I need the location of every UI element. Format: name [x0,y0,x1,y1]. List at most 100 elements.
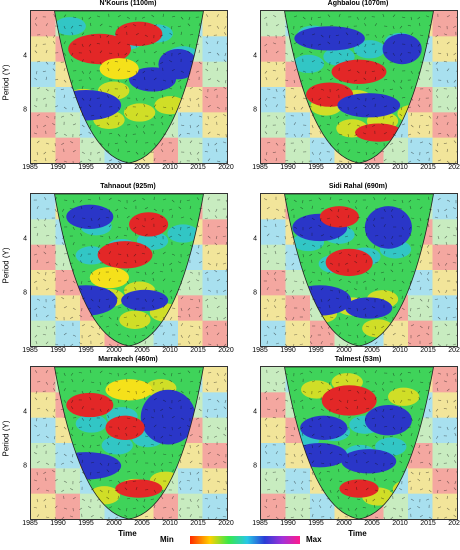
phase-arrow [161,516,164,519]
phase-arrow [160,435,164,439]
phase-arrow [383,197,387,201]
x-tick-label: 1995 [78,520,94,527]
phase-arrow [400,106,403,111]
phase-arrow [428,315,433,318]
phase-arrow [87,307,92,310]
phase-arrow [63,67,66,72]
phase-arrow [428,142,432,146]
phase-arrow [125,480,128,485]
phase-arrow [284,372,288,375]
phase-arrow [345,32,349,36]
phase-arrow [392,199,397,201]
phase-arrow [327,325,331,329]
phase-arrow [443,60,448,63]
phase-arrow [362,132,367,135]
phase-arrow [52,415,56,419]
phase-arrow [356,58,359,63]
phase-arrow [135,232,137,237]
phase-arrow [345,316,349,320]
phase-arrow [189,87,193,90]
power-blob [121,289,169,312]
wavelet-power-map [31,194,227,346]
phase-arrow [329,235,333,239]
phase-arrow [311,60,315,63]
y-tick-label: 4 [23,235,27,243]
phase-arrow [90,233,94,237]
phase-arrow [63,388,66,392]
phase-arrow [79,160,83,163]
power-patch [167,224,199,243]
phase-arrow [338,40,341,45]
phase-arrow [293,426,296,431]
phase-arrow [34,424,38,428]
phase-arrow [124,460,128,464]
phase-arrow [89,70,92,74]
phase-arrow [126,253,129,258]
phase-arrow [435,61,439,65]
phase-arrow [126,322,129,327]
phase-arrow [151,244,155,248]
phase-arrow [284,278,288,282]
phase-arrow [36,434,41,437]
phase-arrow [186,105,191,108]
phase-arrow [291,323,295,327]
phase-arrow [171,95,175,99]
phase-arrow [347,241,349,246]
phase-arrow [437,132,442,135]
phase-arrow [317,43,322,46]
phase-arrow [453,207,457,210]
phase-arrow [417,390,421,394]
phase-arrow [437,399,442,402]
phase-arrow [302,16,306,20]
phase-arrow [189,498,192,503]
phase-arrow [344,208,349,210]
phase-arrow [225,199,227,203]
phase-arrow [144,515,149,518]
phase-arrow [150,444,155,446]
phase-arrow [43,224,47,228]
phase-arrow [80,253,83,258]
phase-arrow [189,390,191,395]
phase-arrow [363,105,367,108]
background-cell [202,194,227,221]
phase-arrow [105,325,110,328]
phase-arrow [311,444,314,449]
phase-arrow [160,61,164,64]
y-tick-label: 8 [253,106,257,114]
phase-arrow [144,34,148,37]
phase-arrow [206,331,209,336]
phase-arrow [410,271,415,273]
phase-arrow [150,69,155,72]
phase-arrow [383,343,388,346]
phase-arrow [392,343,394,346]
background-cell [432,443,457,470]
background-cell [432,367,457,394]
phase-arrow [153,131,156,135]
phase-arrow [443,489,448,492]
phase-arrow [320,381,324,385]
phase-arrow [125,453,128,457]
phase-arrow [284,516,286,519]
phase-arrow [96,471,101,474]
wavelet-panel-2: Aghbalou (1070m) 1985 1990 1995 2000 2005 2010… [230,0,460,180]
phase-arrow [45,381,49,385]
phase-arrow [171,226,175,230]
phase-arrow [159,243,164,246]
phase-arrow [126,150,131,153]
phase-arrow [381,95,385,99]
phase-arrow [160,88,164,92]
phase-arrow [45,325,47,330]
phase-arrow [216,414,218,419]
phase-arrow [135,417,138,422]
phase-arrow [114,489,119,492]
panel-title: Aghbalou (1070m) [327,0,389,7]
phase-arrow [446,388,450,392]
background-cell [432,320,457,346]
phase-arrow [99,88,102,92]
phase-arrow [151,332,155,336]
phase-arrow [446,442,449,446]
phase-arrow [310,314,313,318]
phase-arrow [204,151,209,153]
phase-arrow [417,43,421,47]
phase-arrow [189,407,194,410]
